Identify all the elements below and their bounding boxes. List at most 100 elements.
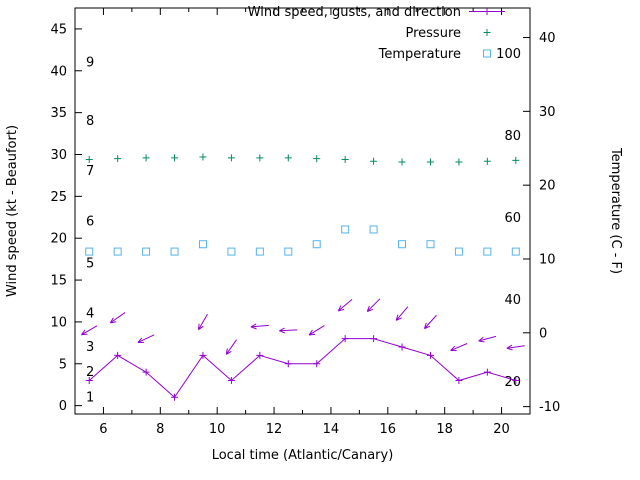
pressure-marker — [512, 156, 520, 164]
temperature-marker — [341, 225, 350, 234]
pressure-marker — [85, 156, 93, 164]
x-tick-label: 6 — [99, 422, 107, 437]
beaufort-scale-label: 8 — [86, 114, 94, 129]
wind-speed-marker — [85, 377, 93, 385]
wind-gust-arrow — [308, 325, 325, 336]
pressure-marker — [199, 153, 207, 161]
y-left-tick-label: 5 — [59, 357, 67, 372]
wind-speed-marker — [171, 393, 179, 401]
wind-gust-arrow — [197, 313, 208, 331]
legend-label-pressure: Pressure — [405, 26, 461, 41]
pressure-marker — [426, 158, 434, 166]
beaufort-scale-label: 9 — [86, 55, 94, 70]
x-tick-label: 8 — [156, 422, 164, 437]
temperature-marker — [426, 240, 435, 249]
pressure-marker — [171, 154, 179, 162]
beaufort-scale-label: 7 — [86, 164, 94, 179]
pressure-marker — [341, 156, 349, 164]
wind-gust-arrow — [81, 325, 98, 336]
y-left-tick-label: 15 — [50, 274, 67, 289]
y-axis-title-right: Temperature (C - F) — [608, 147, 623, 274]
pressure-marker — [370, 157, 378, 165]
wind-speed-marker — [426, 351, 434, 359]
temperature-marker — [255, 247, 264, 256]
x-tick-label: 12 — [266, 422, 283, 437]
pressure-marker — [114, 155, 122, 163]
wind-gust-arrow — [250, 323, 269, 330]
wind-gust-arrow — [423, 314, 437, 330]
wind-speed-marker — [483, 368, 491, 376]
wind-speed-marker — [370, 335, 378, 343]
y-left-tick-label: 30 — [50, 148, 67, 163]
wind-speed-marker — [199, 351, 207, 359]
beaufort-scale-label: 1 — [86, 390, 94, 405]
wind-speed-line — [88, 338, 516, 399]
temperature-marker — [113, 247, 122, 256]
fahrenheit-scale-label: 40 — [504, 293, 521, 308]
wind-speed-marker — [142, 368, 150, 376]
y-left-tick-label: 35 — [50, 106, 67, 121]
pressure-marker — [142, 154, 150, 162]
y-right-tick-label: 10 — [539, 252, 556, 267]
legend-label-wind: Wind speed, gusts, and direction — [248, 5, 461, 20]
pressure-marker — [227, 154, 235, 162]
y-right-tick-label: 30 — [539, 105, 556, 120]
y-left-tick-label: 0 — [59, 399, 67, 414]
beaufort-scale-label: 5 — [86, 256, 94, 271]
temperature-marker — [85, 247, 94, 256]
temperature-marker — [227, 247, 236, 256]
y-left-tick-label: 40 — [50, 64, 67, 79]
x-axis-title: Local time (Atlantic/Canary) — [212, 448, 394, 463]
y-axis-title-left: Wind speed (kt - Beaufort) — [5, 125, 20, 297]
wind-speed-marker — [455, 377, 463, 385]
plot-border — [74, 7, 531, 415]
y-right-tick-label: -10 — [539, 400, 560, 415]
wind-speed-marker — [227, 377, 235, 385]
fahrenheit-scale-label: 20 — [504, 375, 521, 390]
wind-speed-marker — [284, 360, 292, 368]
y-left-tick-label: 45 — [50, 22, 67, 37]
x-tick-label: 20 — [493, 422, 510, 437]
legend-sample-temperature-marker — [483, 49, 491, 58]
x-tick-label: 14 — [323, 422, 340, 437]
wind-gust-arrow — [337, 299, 353, 312]
fahrenheit-scale-label: 100 — [496, 47, 521, 62]
wind-gust-arrow — [478, 335, 497, 343]
temperature-marker — [511, 247, 520, 256]
pressure-marker — [483, 157, 491, 165]
x-tick-label: 16 — [380, 422, 397, 437]
wind-gust-arrow — [395, 306, 409, 321]
legend-sample-pressure-marker — [483, 29, 491, 36]
temperature-marker — [198, 240, 207, 249]
temperature-marker — [170, 247, 179, 256]
temperature-marker — [483, 247, 492, 256]
y-left-tick-label: 20 — [50, 232, 67, 247]
wind-speed-marker — [256, 351, 264, 359]
temperature-marker — [312, 240, 321, 249]
y-left-tick-label: 25 — [50, 190, 67, 205]
pressure-marker — [313, 155, 321, 163]
beaufort-scale-label: 2 — [86, 365, 94, 380]
temperature-marker — [284, 247, 293, 256]
wind-gust-arrow — [225, 339, 237, 355]
y-right-tick-label: 0 — [539, 326, 547, 341]
wind-speed-marker — [512, 377, 520, 385]
temperature-marker — [369, 225, 378, 234]
beaufort-scale-label: 3 — [86, 340, 94, 355]
temperature-marker — [142, 247, 151, 256]
fahrenheit-scale-label: 60 — [504, 211, 521, 226]
y-right-tick-label: 40 — [539, 31, 556, 46]
temperature-marker — [454, 247, 463, 256]
wind-gust-arrow — [506, 344, 525, 351]
wind-speed-marker — [313, 360, 321, 368]
wind-gust-arrow — [137, 334, 155, 343]
y-left-tick-label: 10 — [50, 315, 67, 330]
wind-gust-arrow — [450, 343, 468, 352]
wind-speed-marker — [398, 343, 406, 351]
wind-gust-arrow — [279, 327, 298, 334]
pressure-marker — [398, 158, 406, 166]
wind-gust-arrow — [366, 298, 381, 313]
pressure-marker — [455, 158, 463, 166]
